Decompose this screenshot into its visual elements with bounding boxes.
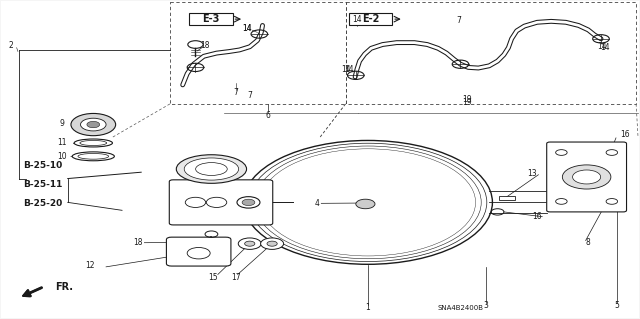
Text: 7: 7: [233, 88, 238, 97]
Circle shape: [238, 238, 261, 249]
Ellipse shape: [74, 139, 113, 147]
Text: 6: 6: [265, 111, 270, 120]
Text: 16: 16: [532, 212, 542, 221]
Text: 18: 18: [133, 238, 143, 247]
Text: 18: 18: [200, 41, 210, 50]
Circle shape: [81, 118, 106, 131]
Circle shape: [87, 122, 100, 128]
Text: 19: 19: [462, 95, 472, 104]
Text: 9: 9: [60, 119, 65, 129]
Text: 15: 15: [209, 272, 218, 281]
Text: 4: 4: [314, 199, 319, 208]
Bar: [346, 2, 636, 104]
Text: B-25-11: B-25-11: [23, 181, 63, 189]
Text: B-25-10: B-25-10: [23, 161, 62, 170]
Text: 14: 14: [242, 24, 252, 33]
Text: FR.: FR.: [55, 282, 73, 292]
Text: 1: 1: [365, 303, 371, 312]
Ellipse shape: [78, 153, 109, 159]
Bar: [499, 196, 515, 200]
Text: 7: 7: [247, 91, 252, 100]
Circle shape: [243, 140, 492, 264]
Circle shape: [563, 165, 611, 189]
Bar: [189, 13, 232, 26]
Text: 2: 2: [8, 41, 13, 50]
Circle shape: [356, 199, 375, 209]
Circle shape: [260, 238, 284, 249]
Text: 14: 14: [344, 65, 354, 74]
FancyBboxPatch shape: [166, 237, 231, 266]
Text: 3: 3: [484, 301, 488, 310]
Text: 8: 8: [586, 238, 591, 247]
Text: 14: 14: [352, 15, 362, 24]
Text: 10: 10: [57, 152, 67, 161]
Text: 16: 16: [620, 130, 630, 139]
Text: 14: 14: [600, 43, 610, 52]
Text: 14: 14: [598, 42, 607, 51]
Ellipse shape: [80, 140, 107, 145]
Text: 14: 14: [242, 24, 252, 33]
Bar: [170, 2, 346, 104]
Text: 7: 7: [457, 16, 461, 25]
Circle shape: [267, 241, 277, 246]
Text: 13: 13: [527, 169, 537, 178]
Ellipse shape: [184, 158, 239, 180]
Bar: [349, 13, 392, 26]
Text: 5: 5: [614, 301, 620, 310]
Text: 14: 14: [341, 65, 351, 74]
Text: B-25-20: B-25-20: [23, 199, 62, 208]
Ellipse shape: [176, 155, 246, 183]
Text: 11: 11: [57, 138, 67, 147]
FancyBboxPatch shape: [170, 180, 273, 225]
Circle shape: [237, 197, 260, 208]
Text: SNA4B2400B: SNA4B2400B: [438, 305, 483, 311]
Circle shape: [71, 114, 116, 136]
Text: 17: 17: [231, 272, 241, 281]
Circle shape: [242, 199, 255, 205]
Circle shape: [244, 241, 255, 246]
Text: 12: 12: [85, 261, 95, 271]
Circle shape: [573, 170, 601, 184]
Text: E-3: E-3: [202, 14, 220, 24]
Text: 19: 19: [462, 98, 472, 107]
Text: E-2: E-2: [362, 14, 379, 24]
FancyBboxPatch shape: [547, 142, 627, 212]
Ellipse shape: [72, 152, 115, 161]
